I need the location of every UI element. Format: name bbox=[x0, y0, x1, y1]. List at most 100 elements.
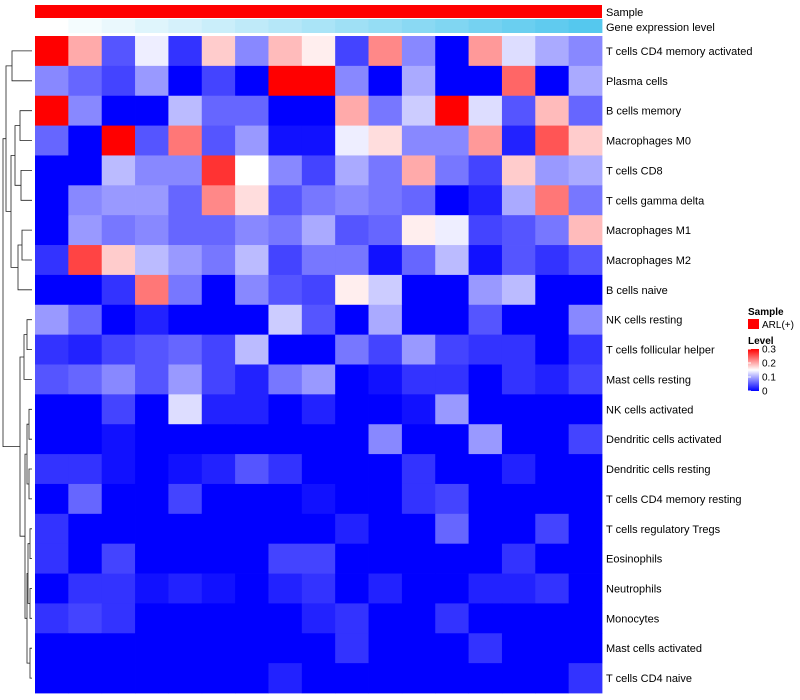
heatmap-cell bbox=[201, 274, 236, 306]
heatmap-cell bbox=[68, 334, 103, 365]
heatmap-cell bbox=[35, 454, 69, 485]
heatmap-cell bbox=[368, 364, 403, 395]
heatmap-cell bbox=[135, 65, 169, 97]
annotation-sample-bar bbox=[35, 5, 602, 18]
heatmap-cell bbox=[468, 334, 503, 365]
heatmap-cell bbox=[201, 215, 236, 246]
heatmap-cell bbox=[501, 125, 536, 156]
heatmap-cell bbox=[201, 454, 236, 485]
annotation-expression-cell bbox=[335, 19, 369, 33]
heatmap-cell bbox=[168, 65, 203, 97]
heatmap-cell bbox=[401, 274, 436, 306]
heatmap-cell bbox=[168, 543, 203, 574]
heatmap-cell bbox=[468, 245, 503, 276]
heatmap-cell bbox=[468, 573, 503, 604]
heatmap-cell bbox=[68, 543, 103, 574]
heatmap-cell bbox=[501, 36, 536, 67]
heatmap-cell bbox=[201, 245, 236, 276]
heatmap-cell bbox=[435, 543, 469, 574]
heatmap-cell bbox=[435, 424, 469, 455]
heatmap-cell bbox=[435, 513, 469, 545]
heatmap-cell bbox=[35, 36, 69, 67]
heatmap-cell bbox=[68, 304, 103, 336]
heatmap-cell bbox=[368, 394, 403, 425]
heatmap-cell bbox=[35, 304, 69, 336]
annotation-expression-cell bbox=[235, 19, 269, 33]
heatmap-cell bbox=[35, 633, 69, 664]
annotation-expression-cell bbox=[301, 19, 336, 33]
heatmap-cell bbox=[168, 185, 203, 216]
heatmap-cell bbox=[568, 454, 603, 485]
heatmap-cell bbox=[201, 65, 236, 97]
heatmap-cell bbox=[568, 245, 603, 276]
heatmap-cell bbox=[501, 573, 536, 604]
heatmap-cell bbox=[568, 215, 603, 246]
dendrogram-branch bbox=[10, 155, 18, 268]
heatmap-cell bbox=[468, 65, 503, 97]
heatmap-cell bbox=[301, 155, 336, 186]
heatmap-cell bbox=[468, 185, 503, 216]
heatmap-cell bbox=[535, 125, 570, 156]
heatmap-cell bbox=[201, 513, 236, 545]
heatmap-cell bbox=[68, 245, 103, 276]
heatmap-cell bbox=[235, 543, 269, 574]
row-label: T cells CD4 naive bbox=[606, 673, 692, 685]
heatmap-cell bbox=[135, 245, 169, 276]
heatmap-cell bbox=[568, 65, 603, 97]
heatmap-cell bbox=[335, 65, 369, 97]
heatmap-cell bbox=[101, 274, 136, 306]
heatmap-cell bbox=[135, 633, 169, 664]
heatmap-cell bbox=[201, 663, 236, 694]
heatmap-cell bbox=[368, 483, 403, 515]
heatmap-cell bbox=[301, 245, 336, 276]
heatmap-cell bbox=[568, 424, 603, 455]
dendrogram-branch bbox=[29, 528, 32, 559]
row-dendrogram bbox=[2, 50, 32, 679]
row-labels: T cells CD4 memory activated Plasma cells… bbox=[606, 46, 753, 685]
heatmap-cell bbox=[301, 125, 336, 156]
heatmap-cell bbox=[201, 603, 236, 634]
heatmap-cell bbox=[35, 95, 69, 126]
heatmap-cell bbox=[268, 304, 303, 336]
heatmap-cell bbox=[101, 95, 136, 126]
heatmap-cell bbox=[235, 185, 269, 216]
heatmap-cell bbox=[401, 334, 436, 365]
heatmap-cell bbox=[535, 603, 570, 634]
row-label: B cells memory bbox=[606, 106, 682, 118]
row-label: T cells regulatory Tregs bbox=[606, 524, 721, 536]
heatmap-cell bbox=[235, 65, 269, 97]
heatmap-cell bbox=[335, 155, 369, 186]
heatmap-cell bbox=[201, 424, 236, 455]
heatmap-cell bbox=[68, 424, 103, 455]
heatmap-cell bbox=[501, 215, 536, 246]
heatmap-cell bbox=[468, 424, 503, 455]
dendrogram-branch bbox=[23, 334, 32, 380]
heatmap-cell bbox=[35, 483, 69, 515]
annotation-expression-cell bbox=[568, 19, 603, 33]
heatmap-cell bbox=[435, 36, 469, 67]
heatmap-cell bbox=[468, 125, 503, 156]
heatmap-cell bbox=[268, 603, 303, 634]
heatmap-cell bbox=[168, 454, 203, 485]
heatmap-cell bbox=[501, 424, 536, 455]
legend-level-ticks: 0.3 0.2 0.1 0 bbox=[748, 345, 776, 398]
heatmap-cell bbox=[568, 364, 603, 395]
heatmap-cell bbox=[301, 603, 336, 634]
heatmap-cell bbox=[168, 633, 203, 664]
heatmap-cell bbox=[301, 95, 336, 126]
heatmap-cell bbox=[368, 215, 403, 246]
dendrogram-branch bbox=[17, 244, 32, 291]
heatmap-cell bbox=[168, 603, 203, 634]
heatmap-cell bbox=[35, 364, 69, 395]
heatmap-cell bbox=[401, 663, 436, 694]
heatmap-cell bbox=[235, 304, 269, 336]
heatmap-cell bbox=[235, 424, 269, 455]
heatmap-cell bbox=[201, 185, 236, 216]
legend-level-tick-label: 0 bbox=[762, 387, 768, 398]
heatmap-cell bbox=[435, 663, 469, 694]
heatmap-cell bbox=[268, 95, 303, 126]
heatmap-cell bbox=[401, 125, 436, 156]
heatmap-cell bbox=[101, 394, 136, 425]
heatmap-cell bbox=[235, 36, 269, 67]
heatmap-cell bbox=[501, 155, 536, 186]
